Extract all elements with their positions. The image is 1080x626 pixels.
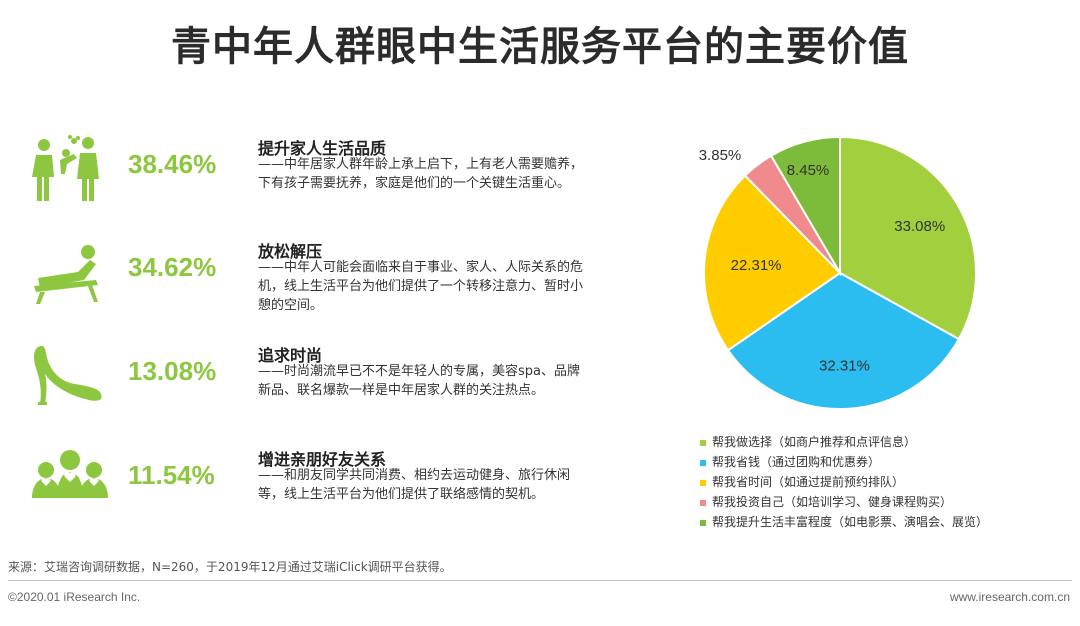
slice-data-label: 33.08% xyxy=(894,218,945,235)
legend-item: 帮我省时间（如通过提前预约排队） xyxy=(700,472,988,492)
legend-item: 帮我投资自己（如培训学习、健身课程购买） xyxy=(700,492,988,512)
legend-label: 帮我提升生活丰富程度（如电影票、演唱会、展览） xyxy=(712,515,989,529)
item-heading: 追求时尚 xyxy=(258,346,323,365)
legend-swatch xyxy=(700,519,706,526)
chart-legend: 帮我做选择（如商户推荐和点评信息） 帮我省钱（通过团购和优惠券） 帮我省时间（如通过… xyxy=(700,432,988,532)
legend-swatch xyxy=(700,499,706,506)
value-item-friends: 11.54% 增进亲朋好友关系 ——和朋友同学共同消费、相约去运动健身、旅行休闲… xyxy=(30,446,590,542)
pie-slice xyxy=(703,174,842,352)
item-description: ——中年人可能会面临来自于事业、家人、人际关系的危机，线上生活平台为他们提供了一… xyxy=(258,260,584,313)
value-item-relax: 34.62% 放松解压 ——中年人可能会面临来自于事业、家人、人际关系的危机，线… xyxy=(30,238,590,334)
pie-slice xyxy=(726,271,961,410)
item-percent: 11.54% xyxy=(128,460,215,490)
legend-label: 帮我省钱（通过团购和优惠券） xyxy=(712,455,881,469)
pie-slice xyxy=(839,135,977,341)
pie-slice xyxy=(769,135,841,277)
item-heading: 提升家人生活品质 xyxy=(258,139,387,158)
slice-data-label: 32.31% xyxy=(819,357,870,374)
item-heading: 增进亲朋好友关系 xyxy=(258,450,387,469)
legend-swatch xyxy=(700,439,706,446)
item-description: ——和朋友同学共同消费、相约去运动健身、旅行休闲等，线上生活平台为他们提供了联络… xyxy=(258,468,571,502)
page-title: 青中年人群眼中生活服务平台的主要价值 xyxy=(171,24,909,70)
pie-chart: 33.08% 32.31% 22.31% 3.85% 8.45% xyxy=(699,135,977,410)
legend-item: 帮我提升生活丰富程度（如电影票、演唱会、展览） xyxy=(700,512,988,532)
slice-data-label: 22.31% xyxy=(731,257,782,274)
legend-label: 帮我做选择（如商户推荐和点评信息） xyxy=(712,435,917,449)
value-item-fashion: 13.08% 追求时尚 ——时尚潮流早已不不是年轻人的专属，美容spa、品牌新品… xyxy=(30,342,590,438)
website: www.iresearch.com.cn xyxy=(949,590,1070,604)
legend-item: 帮我省钱（通过团购和优惠券） xyxy=(700,452,988,472)
slice-data-label: 8.45% xyxy=(787,162,830,179)
family-icon xyxy=(32,135,99,201)
item-heading: 放松解压 xyxy=(258,242,323,261)
source-note: 来源：艾瑞咨询调研数据，N=260，于2019年12月通过艾瑞iClick调研平… xyxy=(8,560,452,574)
friends-icon xyxy=(32,450,108,498)
legend-label: 帮我省时间（如通过提前预约排队） xyxy=(712,475,905,489)
item-percent: 34.62% xyxy=(128,252,217,282)
copyright: ©2020.01 iResearch Inc. xyxy=(8,590,141,604)
legend-item: 帮我做选择（如商户推荐和点评信息） xyxy=(700,432,988,452)
value-item-family: 38.46% 提升家人生活品质 ——中年居家人群年龄上承上启下，上有老人需要赡养… xyxy=(30,135,590,231)
slice-data-label: 3.85% xyxy=(699,147,742,164)
item-percent: 13.08% xyxy=(128,356,217,386)
lounge-chair-icon xyxy=(34,245,98,304)
item-percent: 38.46% xyxy=(128,149,217,179)
high-heel-icon xyxy=(34,346,102,405)
legend-swatch xyxy=(700,459,706,466)
item-description: ——中年居家人群年龄上承上启下，上有老人需要赡养，下有孩子需要抚养，家庭是他们的… xyxy=(258,157,584,191)
footer-divider xyxy=(8,580,1072,581)
legend-label: 帮我投资自己（如培训学习、健身课程购买） xyxy=(712,495,953,509)
item-description: ——时尚潮流早已不不是年轻人的专属，美容spa、品牌新品、联名爆款一样是中年居家… xyxy=(258,364,580,398)
legend-swatch xyxy=(700,479,706,486)
